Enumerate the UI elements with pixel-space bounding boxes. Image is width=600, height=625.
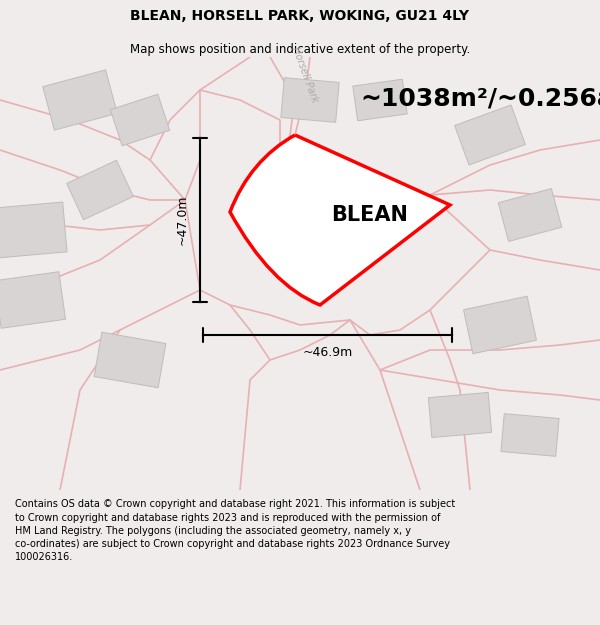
Polygon shape: [498, 189, 562, 241]
Polygon shape: [43, 70, 117, 130]
Polygon shape: [285, 201, 355, 259]
Polygon shape: [0, 272, 65, 328]
Text: ~46.9m: ~46.9m: [302, 346, 353, 359]
Polygon shape: [94, 332, 166, 388]
PathPatch shape: [230, 135, 450, 305]
Text: ~1038m²/~0.256ac.: ~1038m²/~0.256ac.: [360, 86, 600, 110]
Text: Horsell Park: Horsell Park: [290, 46, 320, 104]
Polygon shape: [501, 414, 559, 456]
Polygon shape: [455, 105, 526, 165]
Polygon shape: [0, 202, 67, 258]
Polygon shape: [464, 296, 536, 354]
Text: Map shows position and indicative extent of the property.: Map shows position and indicative extent…: [130, 42, 470, 56]
Polygon shape: [281, 78, 339, 122]
Text: ~47.0m: ~47.0m: [176, 195, 188, 245]
Text: BLEAN, HORSELL PARK, WOKING, GU21 4LY: BLEAN, HORSELL PARK, WOKING, GU21 4LY: [131, 9, 470, 22]
Polygon shape: [428, 392, 491, 438]
Polygon shape: [67, 160, 133, 220]
Polygon shape: [353, 79, 407, 121]
Text: Contains OS data © Crown copyright and database right 2021. This information is : Contains OS data © Crown copyright and d…: [15, 499, 455, 562]
Text: BLEAN: BLEAN: [332, 205, 409, 225]
Polygon shape: [110, 94, 170, 146]
